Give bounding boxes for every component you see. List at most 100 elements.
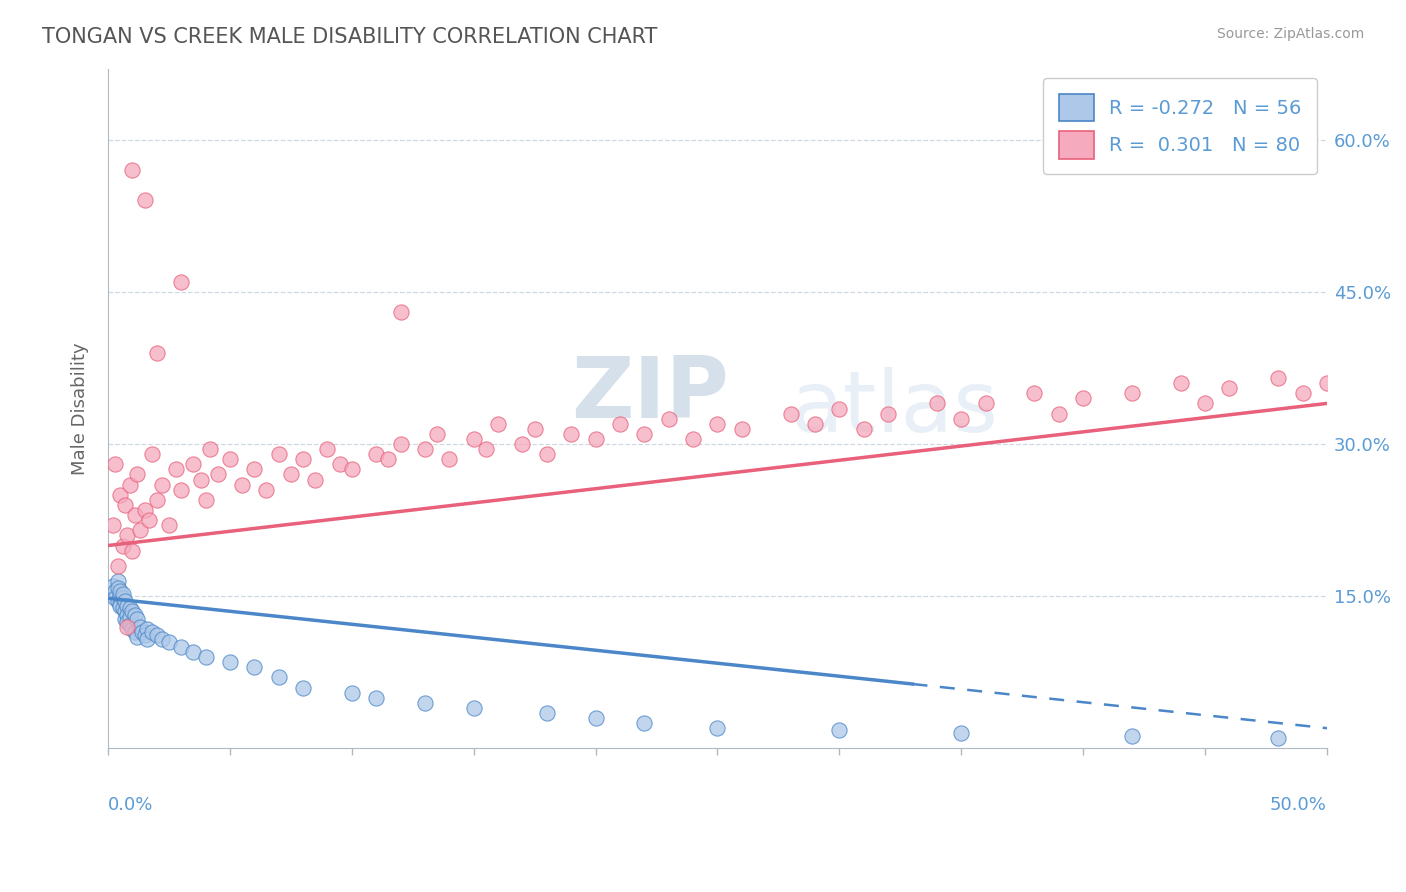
Point xyxy=(118,477,141,491)
Point xyxy=(439,452,461,467)
Point xyxy=(243,660,266,674)
Point xyxy=(974,396,997,410)
Point xyxy=(128,620,150,634)
Point xyxy=(141,624,163,639)
Point xyxy=(1267,371,1289,385)
Point xyxy=(157,518,180,533)
Point xyxy=(111,591,134,606)
Point xyxy=(118,601,141,615)
Point xyxy=(267,670,290,684)
Point xyxy=(463,432,485,446)
Point xyxy=(170,483,193,497)
Point xyxy=(107,558,129,573)
Point xyxy=(463,701,485,715)
Point xyxy=(136,632,159,646)
Point xyxy=(329,458,352,472)
Point xyxy=(194,492,217,507)
Point xyxy=(426,426,449,441)
Point xyxy=(366,690,388,705)
Point xyxy=(114,594,136,608)
Point xyxy=(609,417,631,431)
Point xyxy=(108,599,131,614)
Point xyxy=(124,624,146,639)
Point xyxy=(190,473,212,487)
Point xyxy=(117,528,139,542)
Point xyxy=(267,447,290,461)
Text: atlas: atlas xyxy=(790,367,998,450)
Point xyxy=(1218,381,1240,395)
Point xyxy=(804,417,827,431)
Point xyxy=(877,407,900,421)
Point xyxy=(107,581,129,595)
Point xyxy=(585,432,607,446)
Point xyxy=(138,513,160,527)
Text: 50.0%: 50.0% xyxy=(1270,796,1327,814)
Point xyxy=(633,426,655,441)
Point xyxy=(292,452,315,467)
Point xyxy=(134,503,156,517)
Point xyxy=(1316,376,1339,391)
Point xyxy=(1121,729,1143,743)
Point xyxy=(1121,386,1143,401)
Point xyxy=(127,467,149,482)
Point xyxy=(1194,396,1216,410)
Point xyxy=(658,411,681,425)
Point xyxy=(852,422,875,436)
Point xyxy=(828,401,851,416)
Point xyxy=(1071,392,1094,406)
Point xyxy=(121,163,143,178)
Point xyxy=(114,498,136,512)
Point xyxy=(256,483,278,497)
Point xyxy=(141,447,163,461)
Point xyxy=(118,617,141,632)
Point xyxy=(150,632,173,646)
Point xyxy=(633,716,655,731)
Point xyxy=(536,706,558,720)
Point xyxy=(207,467,229,482)
Point xyxy=(107,574,129,588)
Text: Source: ZipAtlas.com: Source: ZipAtlas.com xyxy=(1216,27,1364,41)
Point xyxy=(1291,386,1313,401)
Point xyxy=(389,305,412,319)
Point xyxy=(292,681,315,695)
Point xyxy=(121,622,143,636)
Point xyxy=(950,411,973,425)
Point xyxy=(117,615,139,629)
Point xyxy=(340,686,363,700)
Point xyxy=(181,458,204,472)
Point xyxy=(366,447,388,461)
Point xyxy=(111,601,134,615)
Point xyxy=(108,598,131,612)
Point xyxy=(682,432,704,446)
Point xyxy=(134,194,156,208)
Point xyxy=(706,721,728,735)
Point xyxy=(413,696,436,710)
Point xyxy=(1047,407,1070,421)
Point xyxy=(475,442,498,456)
Point xyxy=(304,473,326,487)
Point xyxy=(111,587,134,601)
Point xyxy=(389,437,412,451)
Point xyxy=(779,407,801,421)
Point xyxy=(340,462,363,476)
Text: ZIP: ZIP xyxy=(571,353,728,436)
Legend: R = -0.272   N = 56, R =  0.301   N = 80: R = -0.272 N = 56, R = 0.301 N = 80 xyxy=(1043,78,1317,174)
Point xyxy=(731,422,754,436)
Point xyxy=(117,599,139,614)
Point xyxy=(1024,386,1046,401)
Point xyxy=(413,442,436,456)
Point xyxy=(194,650,217,665)
Point xyxy=(108,584,131,599)
Point xyxy=(536,447,558,461)
Point xyxy=(121,605,143,619)
Point xyxy=(585,711,607,725)
Point xyxy=(560,426,582,441)
Point xyxy=(1267,731,1289,746)
Point xyxy=(108,488,131,502)
Point xyxy=(114,611,136,625)
Point xyxy=(170,640,193,654)
Point xyxy=(101,518,124,533)
Point xyxy=(107,594,129,608)
Point xyxy=(150,477,173,491)
Point xyxy=(127,611,149,625)
